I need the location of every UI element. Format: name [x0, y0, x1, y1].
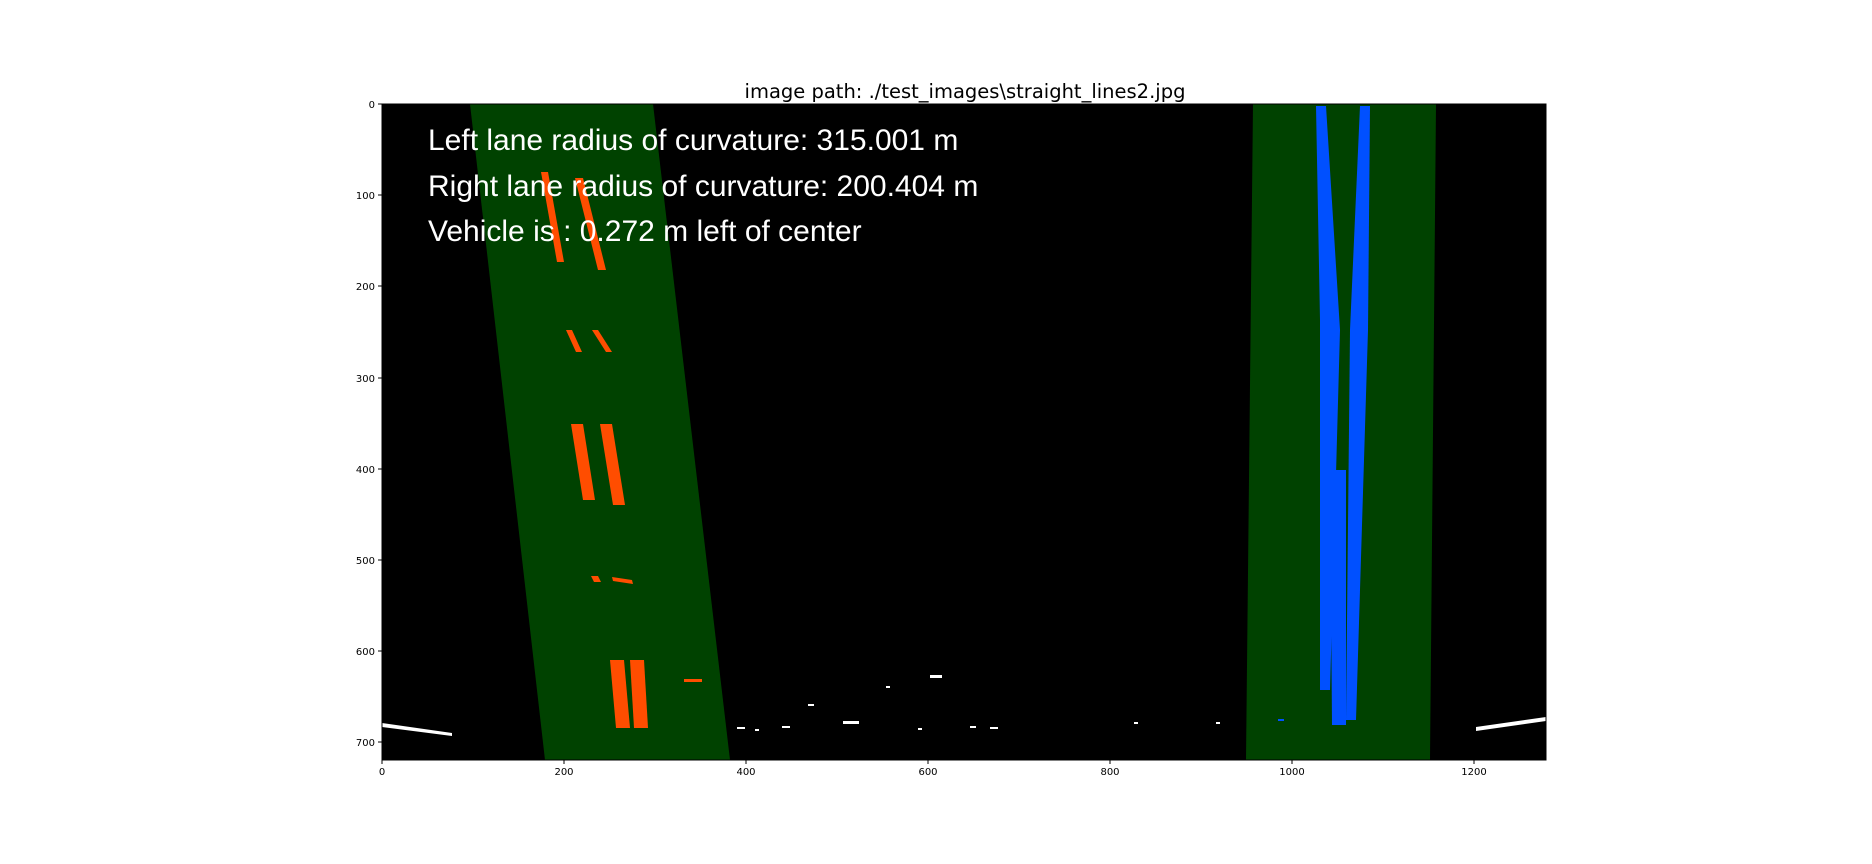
figure-title: image path: ./test_images\straight_lines…: [745, 80, 1186, 103]
left-pixel-blob: [541, 172, 564, 262]
y-tick-label: 500: [356, 556, 375, 567]
noise-pixel: [970, 726, 976, 728]
x-tick-label: 400: [736, 767, 755, 778]
x-axis: 0 200 400 600 800 1000 1200: [379, 760, 1487, 778]
right-curvature-text: Right lane radius of curvature: 200.404 …: [428, 170, 978, 203]
noise-pixel: [737, 727, 745, 729]
x-tick-label: 0: [379, 767, 385, 778]
left-curvature-text: Left lane radius of curvature: 315.001 m: [428, 124, 958, 157]
noise-pixel: [918, 728, 922, 730]
noise-pixel: [930, 675, 942, 678]
y-tick-label: 200: [356, 282, 375, 293]
left-pixel-blob: [591, 576, 601, 582]
white-noise-pixels: [382, 675, 1546, 736]
x-tick-label: 1200: [1461, 767, 1486, 778]
image-area: Left lane radius of curvature: 315.001 m…: [381, 103, 1547, 761]
y-tick-label: 600: [356, 647, 375, 658]
left-pixel-blob: [684, 679, 702, 682]
axes-frame: [381, 103, 1547, 761]
left-pixel-blob: [566, 330, 582, 352]
y-tick-label: 0: [369, 100, 375, 111]
right-lane-pixels: [1278, 106, 1370, 725]
left-pixel-blob: [600, 424, 625, 505]
noise-pixel: [990, 727, 998, 729]
y-axis: 0 100 200 300 400 500 600 700: [356, 100, 382, 749]
x-tick-label: 1000: [1279, 767, 1304, 778]
overlay-text-group: Left lane radius of curvature: 315.001 m…: [428, 124, 978, 248]
right-lane-region: [1246, 104, 1436, 760]
left-pixel-blob: [612, 577, 633, 584]
noise-pixel: [382, 723, 452, 736]
left-pixel-blob: [592, 330, 612, 352]
noise-pixel: [886, 686, 890, 688]
x-tick-label: 800: [1100, 767, 1119, 778]
x-tick-label: 200: [554, 767, 573, 778]
left-lane-region: [470, 104, 730, 760]
vehicle-offset-text: Vehicle is : 0.272 m left of center: [428, 215, 862, 248]
noise-pixel: [1216, 722, 1220, 724]
noise-pixel: [782, 726, 790, 728]
y-tick-label: 400: [356, 465, 375, 476]
noise-pixel: [1476, 717, 1546, 731]
y-tick-label: 300: [356, 374, 375, 385]
left-pixel-blob: [610, 660, 630, 728]
left-lane-pixels: [541, 172, 702, 728]
right-pixel-blob: [1346, 106, 1370, 720]
left-pixel-blob: [575, 178, 606, 270]
y-tick-label: 100: [356, 191, 375, 202]
noise-pixel: [1134, 722, 1138, 724]
noise-pixel: [808, 704, 814, 706]
right-pixel-blob: [1330, 470, 1346, 725]
y-tick-label: 700: [356, 738, 375, 749]
right-pixel-blob: [1278, 719, 1284, 721]
noise-pixel: [755, 729, 759, 731]
x-tick-label: 600: [918, 767, 937, 778]
left-pixel-blob: [630, 660, 648, 728]
noise-pixel: [843, 721, 859, 724]
left-pixel-blob: [571, 424, 595, 500]
